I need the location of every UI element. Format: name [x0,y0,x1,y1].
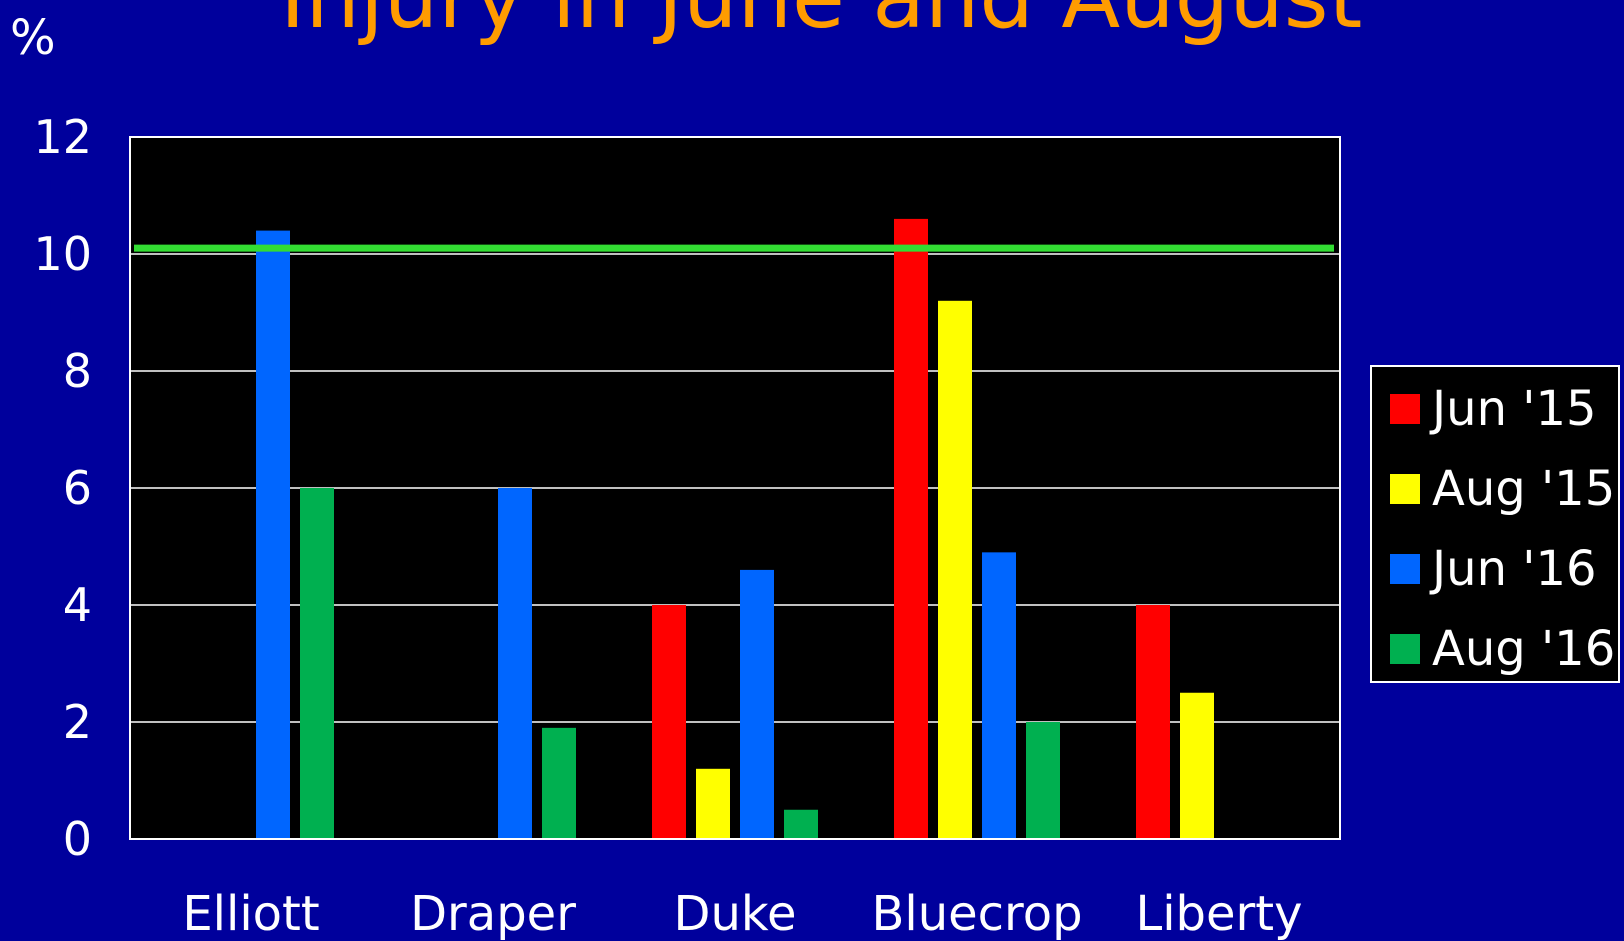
y-tick-label: 6 [63,461,92,515]
bar [696,768,730,839]
bar [542,727,576,839]
legend-swatch [1390,634,1420,664]
legend-label: Jun '15 [1432,381,1597,437]
y-tick-label: 10 [33,227,92,281]
x-tick-label: Draper [410,886,576,941]
x-tick-label: Liberty [1135,886,1302,941]
bar [300,488,334,839]
bar [784,809,818,839]
y-tick-label: 12 [33,110,92,164]
plot-area: 0 2 4 6 8 10 12 Elliott Draper Duke Bluecrop Libert… [33,110,1341,941]
legend-swatch [1390,394,1420,424]
bar [982,552,1016,839]
bar [1136,605,1170,839]
x-tick-label: Duke [674,886,797,941]
bar [740,569,774,839]
bar [256,230,290,840]
legend-swatch [1390,554,1420,584]
x-tick-label: Elliott [182,886,319,941]
bar [1026,722,1060,839]
legend-swatch [1390,474,1420,504]
y-tick-label: 4 [63,578,92,632]
legend-item: Jun '16 [1390,539,1597,599]
legend-label: Aug '16 [1432,621,1616,677]
chart-title: Injury in June and August [280,0,1362,48]
legend-label: Aug '15 [1432,461,1616,517]
legend-item: Aug '16 [1390,619,1615,679]
legend-item: Jun '15 [1390,379,1597,439]
x-tick-label: Bluecrop [871,886,1082,941]
bar [1180,692,1214,839]
y-tick-label: 2 [63,695,92,749]
bar [894,218,928,839]
y-tick-label: 0 [63,812,92,866]
legend-item: Aug '15 [1390,459,1615,519]
legend-label: Jun '16 [1432,541,1597,597]
y-tick-label: 8 [63,344,92,398]
chart-legend: Jun '15 Aug '15 Jun '16 Aug '16 [1370,365,1620,683]
bar [938,300,972,839]
bar [652,605,686,839]
plot-border [129,136,1341,840]
bar [498,488,532,839]
y-axis-unit-label: % [10,10,56,66]
